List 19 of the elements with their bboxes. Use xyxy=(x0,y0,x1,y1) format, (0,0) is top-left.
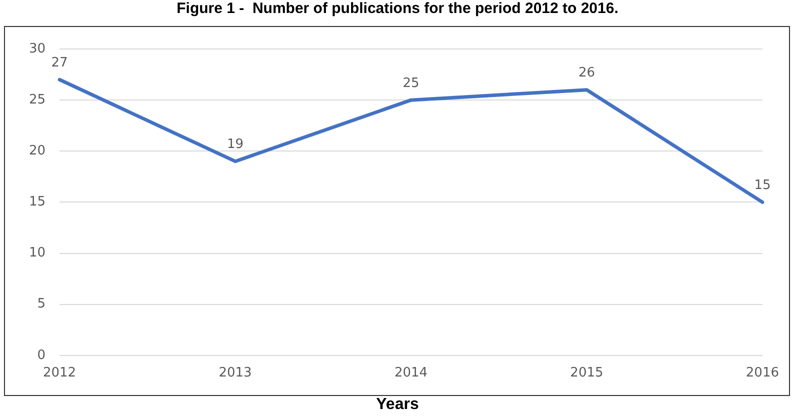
data-label: 25 xyxy=(402,76,420,91)
x-tick-label: 2015 xyxy=(570,366,604,381)
x-tick-label: 2014 xyxy=(394,366,428,381)
data-label: 19 xyxy=(227,137,244,152)
x-axis-title: Years xyxy=(375,396,420,414)
data-label: 27 xyxy=(51,56,68,71)
y-tick-label: 30 xyxy=(28,41,46,56)
x-tick-label: 2013 xyxy=(218,366,252,381)
chart-title: Figure 1 - Number of publications for the period 2012 to 2016. xyxy=(176,0,620,17)
y-tick-label: 20 xyxy=(28,144,46,159)
y-tick-label: 5 xyxy=(37,296,46,312)
x-tick-label: 2016 xyxy=(746,366,780,381)
x-tick-label: 2012 xyxy=(42,366,76,381)
y-tick-label: 15 xyxy=(28,194,46,210)
data-label: 26 xyxy=(578,66,595,81)
data-label: 15 xyxy=(754,178,771,194)
y-tick-label: 25 xyxy=(28,92,46,108)
y-tick-label: 0 xyxy=(37,348,46,363)
y-tick-label: 10 xyxy=(28,246,46,261)
